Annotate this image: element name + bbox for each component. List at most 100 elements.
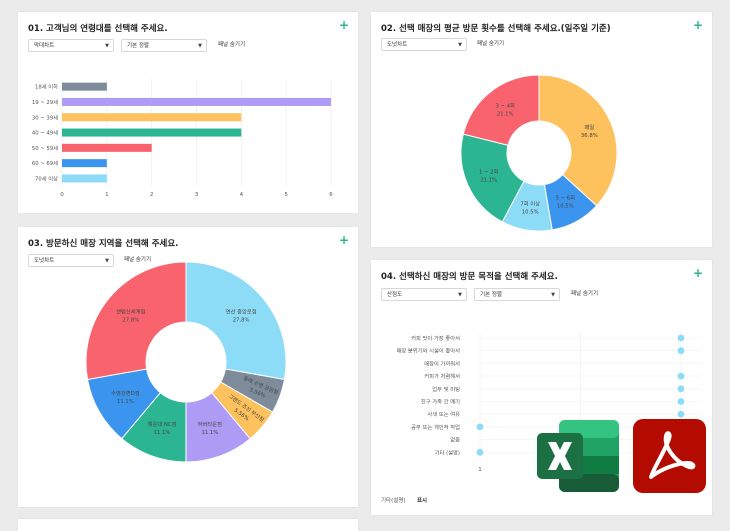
data-point bbox=[476, 423, 484, 431]
category-label: 친구 가족 간 얘기 bbox=[421, 398, 460, 406]
category-label: 40 ~ 49세 bbox=[32, 129, 58, 137]
category-label: 30 ~ 39세 bbox=[32, 113, 58, 121]
donut-slice bbox=[538, 74, 618, 207]
donut-slice bbox=[185, 261, 287, 381]
plus-icon[interactable]: + bbox=[692, 266, 703, 280]
category-label: 없음 bbox=[450, 436, 460, 444]
hide-panel-link[interactable]: 패널 숨기기 bbox=[218, 42, 246, 48]
footer-label: 기타(설명) bbox=[381, 498, 406, 504]
sort-select[interactable]: 기본 정렬 ▼ bbox=[474, 288, 560, 301]
panel-store-region: 03. 방문하신 매장 지역을 선택해 주세요. + 도넛차트 ▼ 패널 숨기기 … bbox=[18, 227, 358, 507]
plus-icon[interactable]: + bbox=[338, 233, 349, 247]
bar bbox=[62, 82, 107, 91]
bar bbox=[62, 97, 331, 106]
panel-age: 01. 고객님의 연령대를 선택해 주세요. + 막대차트 ▼ 기본 정렬 ▼ 패널… bbox=[18, 12, 358, 213]
hide-panel-link[interactable]: 패널 숨기기 bbox=[571, 291, 599, 297]
slice-value-label: 21.1% bbox=[497, 112, 514, 118]
donut-slice bbox=[462, 74, 540, 146]
slice-label: 7회 이상 bbox=[520, 199, 540, 207]
chart-type-select[interactable]: 산점도 ▼ bbox=[381, 288, 467, 301]
panel-title: 01. 고객님의 연령대를 선택해 주세요. bbox=[28, 24, 168, 34]
bar bbox=[62, 143, 152, 152]
panel-visit-count: 02. 선택 매장의 평균 방문 횟수를 선택해 주세요.(일주일 기준) + … bbox=[371, 12, 712, 247]
category-label: 매장이 가까워서 bbox=[424, 359, 460, 367]
donut-slice bbox=[460, 133, 525, 223]
age-bar-chart: 0 1 2 3 4 5 6 18세 이하 19 ~ 29세 30 ~ 39세 40 ~ 49세 50 … bbox=[32, 79, 333, 198]
chart-type-select[interactable]: 도넛차트 ▼ bbox=[28, 254, 114, 267]
select-value: 막대차트 bbox=[34, 43, 55, 49]
visit-count-donut: 매일 36.8% 5 ~ 6회 10.5% 7회 이상 10.5% 1 ~ 2회 21.1% 3… bbox=[460, 74, 618, 232]
category-label: 업무 및 미팅 bbox=[432, 385, 460, 393]
plus-icon[interactable]: + bbox=[692, 18, 703, 32]
slice-label: 해운대 NC점 bbox=[148, 420, 177, 428]
panel-title: 03. 방문하신 매장 지역을 선택해 주세요. bbox=[28, 239, 179, 249]
select-value: 도넛차트 bbox=[387, 42, 408, 48]
slice-label: 매일 bbox=[584, 123, 594, 131]
slice-value-label: 11.1% bbox=[117, 399, 134, 405]
slice-label: 센텀신세계점 bbox=[116, 308, 145, 316]
category-label: 19 ~ 29세 bbox=[32, 98, 58, 106]
slice-label: 연산 중앙로점 bbox=[226, 308, 257, 316]
footer-show-link[interactable]: 표시 bbox=[417, 498, 428, 504]
data-point bbox=[677, 347, 685, 355]
category-label: 60 ~ 69세 bbox=[32, 159, 58, 167]
select-value: 도넛차트 bbox=[34, 258, 55, 264]
select-value: 기본 정렬 bbox=[127, 43, 149, 49]
select-value: 기본 정렬 bbox=[480, 292, 502, 298]
x-tick-label: 4 bbox=[240, 192, 244, 198]
category-label: 기타 (설명) bbox=[435, 448, 460, 456]
x-tick-label: 1 bbox=[105, 192, 109, 198]
slice-label: 하버타운점 bbox=[198, 420, 222, 428]
data-point bbox=[677, 398, 685, 405]
slice-value-label: 36.8% bbox=[581, 133, 598, 139]
chart-type-select[interactable]: 도넛차트 ▼ bbox=[381, 38, 467, 51]
bar bbox=[62, 159, 107, 168]
plus-icon[interactable]: + bbox=[338, 18, 349, 32]
x-tick-label: 1 bbox=[478, 467, 482, 473]
sort-select[interactable]: 기본 정렬 ▼ bbox=[121, 39, 207, 52]
category-label: 50 ~ 59세 bbox=[32, 144, 58, 152]
panel-title: 02. 선택 매장의 평균 방문 횟수를 선택해 주세요.(일주일 기준) bbox=[381, 24, 611, 34]
x-tick-label: 2 bbox=[150, 192, 154, 198]
category-label: 커피 맛이 가장 좋아서 bbox=[411, 334, 460, 342]
select-value: 산점도 bbox=[387, 292, 403, 298]
bar bbox=[62, 174, 107, 183]
hide-panel-link[interactable]: 패널 숨기기 bbox=[124, 257, 152, 263]
bar bbox=[62, 113, 242, 122]
slice-value-label: 10.5% bbox=[557, 203, 574, 209]
chevron-down-icon: ▼ bbox=[458, 42, 462, 48]
slice-label: 5 ~ 6회 bbox=[556, 193, 576, 201]
x-tick-label: 0 bbox=[60, 192, 64, 198]
category-label: 매장 분위기와 시설이 좋아서 bbox=[396, 347, 460, 355]
chevron-down-icon: ▼ bbox=[105, 43, 109, 49]
x-tick-label: 3 bbox=[195, 192, 199, 198]
data-point bbox=[677, 385, 685, 393]
x-tick-label: 5 bbox=[284, 192, 288, 198]
slice-value-label: 27.8% bbox=[233, 318, 250, 324]
chevron-down-icon: ▼ bbox=[551, 292, 555, 298]
category-label: 18세 이하 bbox=[35, 83, 58, 91]
donut-slice bbox=[85, 261, 187, 381]
slice-value-label: 11.1% bbox=[201, 430, 218, 436]
x-tick-label: 6 bbox=[329, 192, 333, 198]
slice-label: 3 ~ 4회 bbox=[495, 102, 515, 110]
chart-type-select[interactable]: 막대차트 ▼ bbox=[28, 39, 114, 52]
panel-next-peek bbox=[18, 519, 358, 531]
slice-value-label: 21.1% bbox=[480, 177, 497, 183]
category-label: 70세 이상 bbox=[35, 174, 58, 182]
excel-icon[interactable] bbox=[537, 419, 621, 493]
slice-value-label: 11.1% bbox=[154, 430, 171, 436]
data-point bbox=[476, 448, 484, 456]
category-label: 공부 또는 개인적 작업 bbox=[411, 423, 460, 431]
slice-label: 1 ~ 2회 bbox=[479, 167, 499, 175]
slice-label: 수영강변D점 bbox=[111, 389, 140, 397]
bar bbox=[62, 128, 242, 137]
slice-value-label: 27.8% bbox=[122, 318, 139, 324]
hide-panel-link[interactable]: 패널 숨기기 bbox=[477, 41, 505, 47]
pdf-icon[interactable] bbox=[633, 419, 706, 493]
data-point bbox=[677, 334, 685, 342]
category-label: 커피가 저렴해서 bbox=[424, 372, 460, 380]
chevron-down-icon: ▼ bbox=[198, 43, 202, 49]
